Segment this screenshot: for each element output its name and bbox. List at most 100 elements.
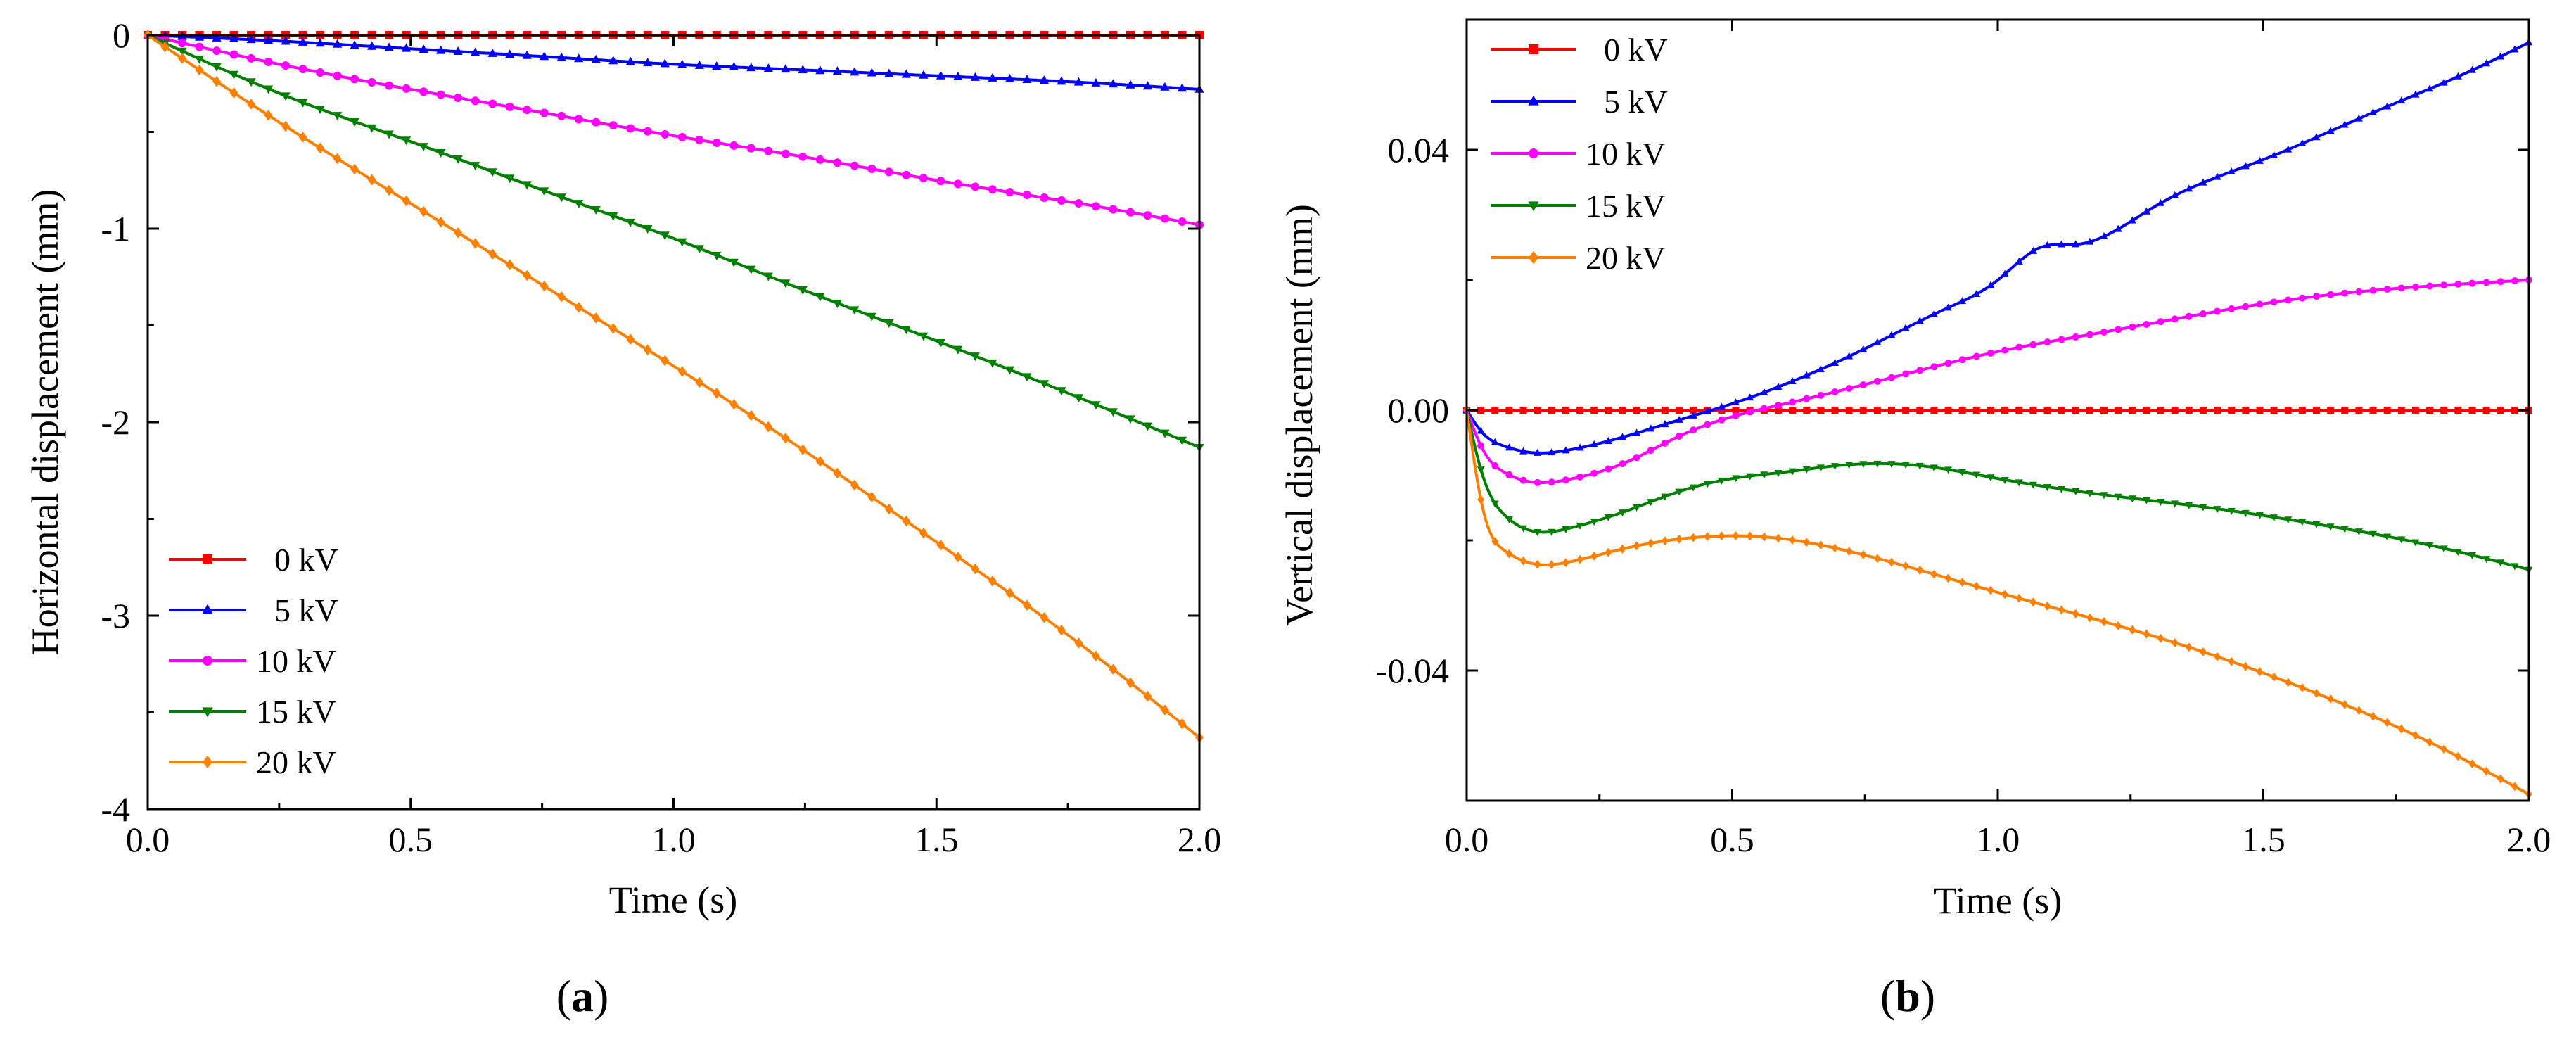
panel-b-data-point xyxy=(1830,358,1839,366)
panel-b-data-point xyxy=(1548,478,1555,486)
panel-b-data-point xyxy=(2086,490,2094,497)
panel-b-data-point xyxy=(1647,424,1655,432)
panel-a-data-point xyxy=(1040,612,1049,623)
panel-a-data-point xyxy=(833,467,842,479)
panel-b-data-point xyxy=(1760,405,1768,412)
panel-b-data-point xyxy=(1732,398,1740,406)
panel-a-data-point xyxy=(729,258,739,267)
panel-a-data-point xyxy=(988,72,997,82)
panel-b-data-point xyxy=(1746,531,1754,541)
panel-a-data-point xyxy=(332,112,343,121)
panel-b-data-point xyxy=(2327,291,2335,298)
panel-a-data-point xyxy=(919,332,929,341)
panel-a-data-point xyxy=(212,75,222,87)
panel-b-data-point xyxy=(1633,407,1640,414)
panel-a-data-point xyxy=(1177,83,1187,92)
panel-b-data-point xyxy=(1873,407,1881,414)
panel-a-data-point xyxy=(178,39,187,48)
panel-a-data-point xyxy=(1057,387,1066,396)
panel-a-data-point xyxy=(385,81,394,90)
panel-a-data-point xyxy=(936,339,945,348)
panel-b-data-point xyxy=(1958,297,1967,305)
panel-b-data-point xyxy=(2242,407,2250,414)
panel-b-data-point xyxy=(1548,448,1556,456)
panel-b-data-point xyxy=(1605,465,1612,473)
panel-a-data-point xyxy=(367,41,377,50)
panel-a-data-point xyxy=(281,36,291,45)
panel-b-data-point xyxy=(2143,320,2150,328)
panel-b-data-point xyxy=(1802,371,1811,379)
panel-a-data-point xyxy=(1091,401,1101,410)
panel-a-y-axis-label: Horizontal displacement (mm) xyxy=(24,189,66,656)
panel-b-legend-label: 15 kV xyxy=(1586,188,1666,224)
panel-b-data-point xyxy=(1562,476,1569,484)
panel-a-data-point xyxy=(1177,436,1187,445)
panel-b-data-point xyxy=(2383,286,2391,293)
panel-b-data-point xyxy=(2341,407,2349,414)
panel-a-data-point xyxy=(367,124,377,133)
panel-a-data-point xyxy=(350,163,359,175)
panel-a-data-point xyxy=(815,455,824,467)
panel-b-data-point xyxy=(2511,782,2518,792)
panel-b-data-point xyxy=(2497,52,2505,60)
panel-a-data-point xyxy=(574,115,583,124)
panel-b-data-point xyxy=(2199,407,2207,414)
panel-b-data-point xyxy=(2029,597,2037,607)
panel-b-data-point xyxy=(2242,303,2250,310)
panel-b-data-point xyxy=(2298,519,2307,526)
panel-b-data-point xyxy=(1647,447,1654,455)
panel-a-data-point xyxy=(936,539,945,551)
panel-b-data-point xyxy=(2440,545,2448,553)
panel-b-data-point xyxy=(2185,407,2193,414)
panel-b-data-point xyxy=(2157,498,2165,506)
panel-a-data-point xyxy=(746,63,756,72)
panel-a-x-ticks: 0.0 0.5 1.0 1.5 2.0 xyxy=(126,35,1221,859)
panel-b-data-point xyxy=(2369,108,2378,115)
panel-b-data-point xyxy=(1845,547,1853,557)
panel-b-data-point xyxy=(2326,127,2335,134)
panel-a-data-point xyxy=(1091,650,1100,662)
panel-b-data-point xyxy=(2001,590,2009,599)
panel-a-data-point xyxy=(454,227,463,239)
panel-a-data-point xyxy=(195,64,204,76)
panel-a-data-point xyxy=(1160,429,1170,438)
panel-b-data-point xyxy=(1789,407,1797,414)
panel-b-data-point xyxy=(1562,526,1570,534)
panel-b-data-point xyxy=(2454,407,2462,414)
panel-a-data-point xyxy=(1074,637,1083,649)
panel-a-data-point xyxy=(471,47,480,56)
panel-a-data-point xyxy=(781,432,790,444)
panel-b-data-point xyxy=(1788,376,1797,384)
panel-a-data-point xyxy=(505,259,514,271)
panel-a-data-point xyxy=(505,174,515,184)
panel-b-data-point xyxy=(1519,525,1528,533)
panel-b-data-point xyxy=(2015,479,2023,487)
panel-b-data-point xyxy=(1958,407,1966,414)
panel-b-data-point xyxy=(2341,699,2349,709)
panel-b-series-line xyxy=(1465,41,2530,455)
panel-b-data-point xyxy=(2284,678,2292,687)
panel-b-data-point xyxy=(2128,216,2136,224)
panel-a-data-point xyxy=(212,32,222,42)
panel-b-data-point xyxy=(1477,442,1485,450)
panel-b-data-point xyxy=(1987,281,1995,288)
panel-a-data-point xyxy=(177,47,187,56)
panel-a-data-point xyxy=(1143,211,1152,220)
panel-a-data-point xyxy=(867,165,876,174)
panel-b-data-point xyxy=(2072,609,2079,618)
panel-b-data-point xyxy=(1477,495,1485,504)
panel-a-x-tick-label: 0.5 xyxy=(389,820,433,859)
panel-b-data-point xyxy=(1590,551,1598,561)
panel-a-data-point xyxy=(643,58,653,67)
panel-b-data-point xyxy=(1916,407,1924,414)
panel-b-data-point xyxy=(2270,151,2278,158)
panel-a-data-point xyxy=(540,51,549,61)
panel-b-data-point xyxy=(1703,481,1711,488)
panel-b-data-point xyxy=(2072,333,2079,341)
panel-a-data-point xyxy=(729,398,739,410)
panel-b-data-point xyxy=(1505,407,1513,414)
panel-b-data-point xyxy=(1689,484,1697,492)
panel-b-data-point xyxy=(2242,661,2250,671)
panel-a-data-point xyxy=(988,359,997,368)
panel-b-legend-marker xyxy=(1528,95,1539,106)
